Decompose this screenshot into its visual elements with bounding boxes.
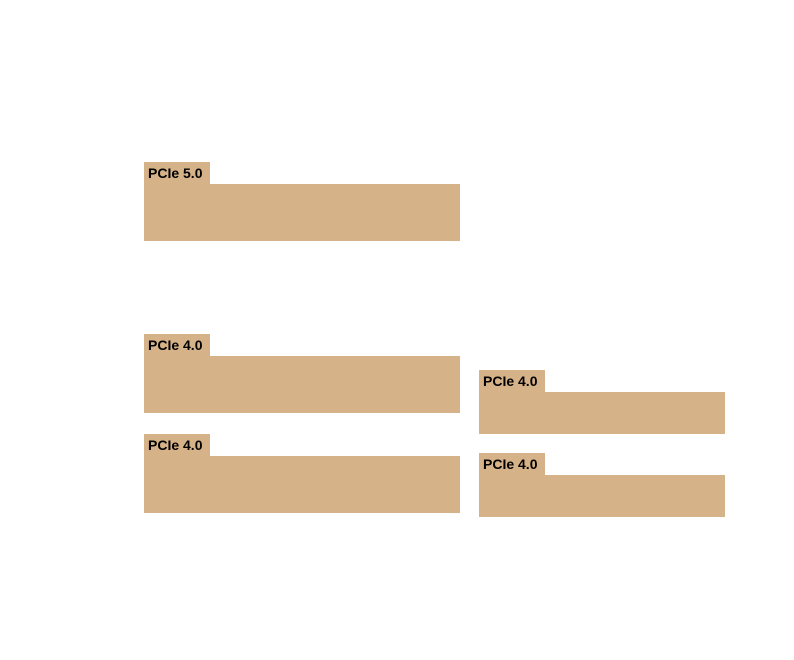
pcie4-slot-2: PCIe 4.0 — [144, 434, 460, 513]
pcie-slot-label: PCIe 4.0 — [479, 370, 545, 392]
pcie-slot-bar — [144, 456, 460, 513]
pcie-slot-label: PCIe 5.0 — [144, 162, 210, 184]
pcie-slot-label: PCIe 4.0 — [479, 453, 545, 475]
pcie-slot-label: PCIe 4.0 — [144, 434, 210, 456]
pcie-slot-bar — [479, 475, 725, 517]
pcie4-slot-1: PCIe 4.0 — [144, 334, 460, 413]
pcie-slot-label: PCIe 4.0 — [144, 334, 210, 356]
pcie-slot-bar — [144, 356, 460, 413]
pcie4-slot-4: PCIe 4.0 — [479, 453, 725, 517]
pcie4-slot-3: PCIe 4.0 — [479, 370, 725, 434]
pcie-slot-bar — [144, 184, 460, 241]
pcie-slot-bar — [479, 392, 725, 434]
pcie5-slot-1: PCIe 5.0 — [144, 162, 460, 241]
